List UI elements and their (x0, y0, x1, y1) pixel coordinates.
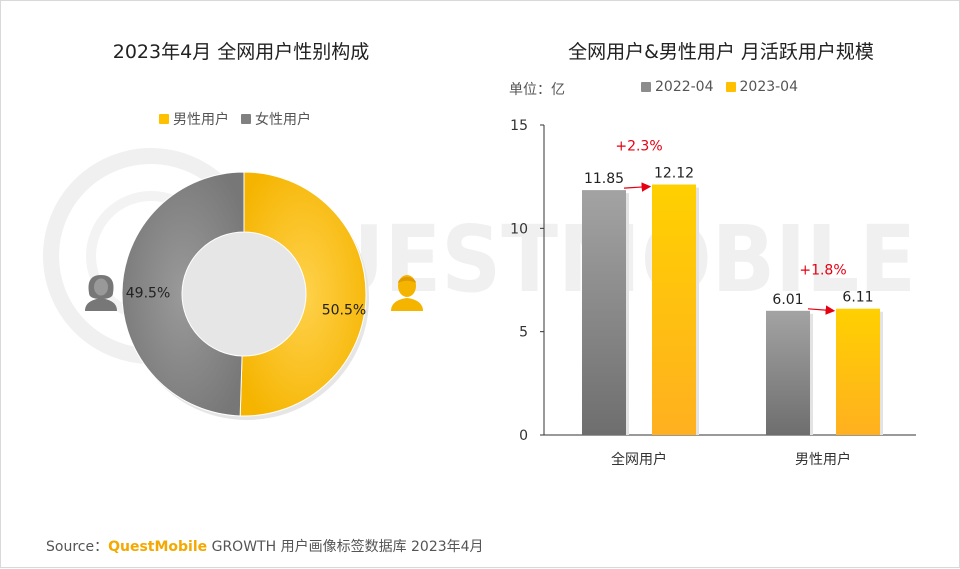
legend-item-2023: 2023-04 (725, 79, 799, 95)
bar-title: 全网用户&男性用户 月活跃用户规模 (568, 41, 874, 63)
legend-label-2023: 2023-04 (739, 79, 799, 95)
source-line: Source：QuestMobile GROWTH 用户画像标签数据库 2023… (46, 536, 484, 556)
donut-legend: 男性用户 女性用户 (159, 109, 323, 129)
bar-legend: 2022-04 2023-04 (641, 79, 810, 95)
source-brand: QuestMobile (108, 539, 208, 555)
bar-value-label: 11.85 (584, 171, 624, 187)
donut-label-female: 49.5% (126, 286, 170, 302)
bar-value-label: 6.01 (772, 292, 803, 308)
y-tick-label: 0 (519, 428, 528, 444)
legend-swatch-female (241, 114, 251, 124)
source-suffix: GROWTH 用户画像标签数据库 2023年4月 (207, 539, 484, 555)
growth-label: +1.8% (799, 263, 846, 279)
y-tick-label: 10 (510, 221, 528, 237)
bar-2023-04-全网用户 (652, 184, 696, 435)
bar-2023-04-男性用户 (836, 308, 880, 435)
legend-label-male: 男性用户 (173, 112, 229, 128)
growth-label: +2.3% (615, 139, 662, 155)
legend-swatch-2023 (725, 82, 736, 92)
growth-arrow (623, 182, 652, 192)
source-prefix: Source： (46, 539, 109, 555)
legend-item-male: 男性用户 (159, 109, 229, 129)
bar-2022-04-全网用户 (582, 190, 626, 435)
legend-label-female: 女性用户 (255, 112, 311, 128)
legend-item-2022: 2022-04 (641, 79, 714, 95)
bar-value-label: 12.12 (654, 166, 694, 182)
donut-chart: 49.5% 50.5% (85, 171, 423, 420)
legend-swatch-2022 (641, 82, 651, 92)
legend-item-female: 女性用户 (241, 109, 311, 129)
donut-slice-female (121, 171, 245, 417)
donut-slice-male (239, 171, 367, 417)
y-tick-label: 5 (519, 325, 528, 341)
donut-label-male: 50.5% (322, 302, 366, 318)
bar-2022-04-男性用户 (766, 310, 810, 435)
x-category-label: 男性用户 (795, 451, 851, 468)
female-user-icon (85, 275, 117, 311)
bar-value-label: 6.11 (842, 290, 873, 306)
male-user-icon (391, 275, 423, 311)
unit-label: 单位：亿 (509, 82, 565, 98)
growth-arrow (807, 305, 836, 315)
legend-label-2022: 2022-04 (655, 79, 714, 95)
x-category-label: 全网用户 (611, 451, 667, 468)
donut-title: 2023年4月 全网用户性别构成 (112, 41, 370, 63)
legend-swatch-male (159, 114, 169, 124)
y-tick-label: 15 (510, 118, 528, 134)
